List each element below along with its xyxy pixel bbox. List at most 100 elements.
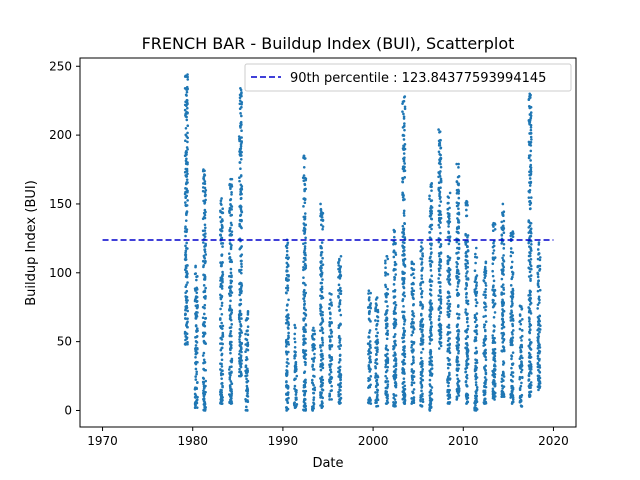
data-point bbox=[230, 208, 233, 211]
data-point bbox=[430, 189, 433, 192]
data-point bbox=[320, 317, 324, 320]
data-point bbox=[474, 381, 478, 384]
data-point bbox=[420, 277, 424, 280]
data-point bbox=[510, 305, 513, 308]
data-point bbox=[329, 332, 333, 335]
data-point bbox=[429, 371, 432, 374]
data-point bbox=[230, 223, 233, 227]
data-point bbox=[465, 292, 468, 296]
data-point bbox=[229, 351, 232, 355]
x-tick-label: 1980 bbox=[177, 434, 208, 448]
data-point bbox=[367, 384, 371, 388]
data-point bbox=[220, 226, 224, 230]
data-point bbox=[302, 325, 306, 329]
data-point bbox=[438, 337, 442, 340]
data-point bbox=[448, 268, 451, 271]
data-point bbox=[438, 218, 441, 222]
data-point bbox=[421, 307, 424, 310]
data-point bbox=[439, 298, 443, 301]
data-point bbox=[437, 252, 441, 255]
data-point bbox=[447, 332, 450, 335]
data-point bbox=[401, 371, 405, 375]
data-point bbox=[246, 317, 250, 320]
data-point bbox=[466, 324, 470, 328]
data-point bbox=[246, 311, 250, 315]
data-point bbox=[384, 326, 388, 330]
data-point bbox=[319, 223, 323, 227]
data-point bbox=[518, 400, 522, 404]
data-point bbox=[229, 332, 232, 335]
data-point bbox=[220, 369, 223, 372]
data-point bbox=[474, 330, 478, 333]
data-point bbox=[464, 311, 467, 314]
data-point bbox=[384, 274, 387, 277]
data-point bbox=[448, 363, 452, 367]
data-point bbox=[474, 261, 477, 265]
data-point bbox=[244, 371, 248, 375]
data-point bbox=[474, 287, 478, 290]
data-point bbox=[311, 337, 315, 341]
data-point bbox=[195, 278, 198, 282]
data-point bbox=[528, 320, 531, 323]
data-point bbox=[320, 285, 324, 289]
data-point bbox=[420, 291, 423, 295]
data-point bbox=[403, 105, 407, 109]
data-point bbox=[220, 321, 223, 325]
data-point bbox=[521, 356, 524, 360]
data-point bbox=[519, 354, 523, 358]
data-point bbox=[240, 342, 243, 346]
data-point bbox=[320, 297, 323, 300]
data-point bbox=[330, 344, 334, 347]
data-point bbox=[455, 367, 459, 371]
data-point bbox=[465, 282, 468, 286]
data-point bbox=[185, 210, 189, 213]
data-point bbox=[246, 389, 249, 393]
data-point bbox=[402, 340, 406, 343]
data-point bbox=[466, 316, 469, 320]
data-point bbox=[311, 407, 314, 411]
data-point bbox=[293, 346, 297, 349]
data-point bbox=[502, 325, 506, 329]
data-point bbox=[438, 192, 441, 196]
data-point bbox=[185, 213, 188, 217]
data-point bbox=[229, 342, 232, 346]
data-point bbox=[456, 275, 460, 279]
data-point bbox=[411, 292, 415, 296]
data-point bbox=[439, 153, 442, 157]
data-point bbox=[202, 323, 206, 327]
data-point bbox=[537, 349, 541, 353]
data-point bbox=[338, 341, 341, 344]
data-point bbox=[529, 149, 533, 153]
data-point bbox=[321, 343, 324, 347]
data-point bbox=[510, 357, 513, 361]
data-point bbox=[219, 233, 222, 237]
data-point bbox=[320, 266, 323, 270]
data-point bbox=[520, 307, 524, 310]
data-point bbox=[465, 373, 469, 377]
data-point bbox=[439, 146, 442, 150]
data-point bbox=[448, 401, 452, 404]
data-point bbox=[412, 358, 415, 362]
data-point bbox=[448, 309, 452, 313]
data-point bbox=[491, 387, 495, 391]
data-point bbox=[511, 275, 514, 279]
data-point bbox=[484, 372, 488, 376]
data-point bbox=[509, 373, 513, 377]
data-point bbox=[536, 315, 540, 319]
data-point bbox=[184, 255, 188, 259]
data-point bbox=[403, 128, 406, 132]
data-point bbox=[501, 334, 505, 338]
data-point bbox=[491, 229, 495, 233]
data-point bbox=[474, 298, 478, 302]
data-point bbox=[447, 280, 450, 284]
data-point bbox=[285, 291, 288, 295]
data-point bbox=[429, 348, 432, 352]
data-point bbox=[186, 124, 190, 127]
data-point bbox=[220, 253, 223, 257]
data-point bbox=[483, 265, 487, 269]
data-point bbox=[475, 332, 479, 336]
data-point bbox=[186, 325, 189, 329]
data-point bbox=[202, 392, 205, 395]
data-point bbox=[202, 312, 206, 316]
data-point bbox=[428, 236, 432, 240]
